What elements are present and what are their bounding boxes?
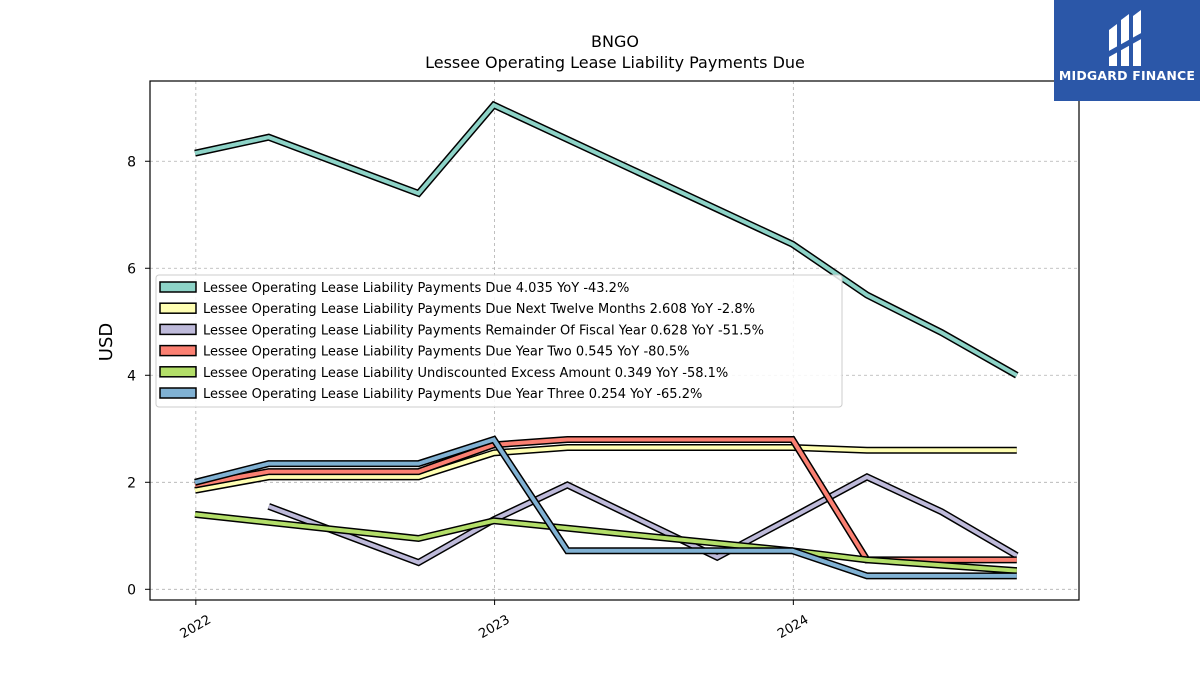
- y-tick-label: 8: [127, 154, 136, 170]
- logo-mark-icon: [1107, 10, 1143, 66]
- legend-label: Lessee Operating Lease Liability Payment…: [203, 302, 755, 317]
- legend-swatch: [159, 387, 197, 399]
- plot-frame: [149, 80, 1080, 601]
- series-line: [267, 472, 1019, 567]
- series-line: [194, 510, 1018, 575]
- chart-subtitle: Lessee Operating Lease Liability Payment…: [425, 53, 805, 72]
- legend-swatch: [159, 323, 197, 336]
- series-stroke: [267, 474, 1018, 565]
- y-tick-label: 4: [127, 368, 136, 384]
- series-outline: [194, 435, 1017, 580]
- x-axis: 2022 2023 2024: [178, 600, 811, 642]
- brand-logo: MIDGARD FINANCE: [1054, 0, 1200, 101]
- legend-swatch: [159, 302, 197, 314]
- y-axis: 0 2 4 6 8: [127, 154, 150, 598]
- y-tick-label: 2: [127, 475, 136, 491]
- series-stroke: [194, 437, 1017, 562]
- series-line: [194, 444, 1017, 494]
- x-tick-label: 2022: [178, 612, 214, 642]
- series-line: [194, 435, 1017, 580]
- legend-box: [155, 274, 843, 408]
- legend: Lessee Operating Lease Liability Payment…: [155, 274, 843, 408]
- y-tick-label: 6: [127, 261, 136, 277]
- chart-title: BNGO: [591, 32, 639, 51]
- logo-text: MIDGARD FINANCE: [1058, 68, 1196, 83]
- series-line: [194, 436, 1017, 564]
- legend-label: Lessee Operating Lease Liability Payment…: [203, 323, 764, 338]
- legend-swatch: [159, 281, 197, 293]
- series-stroke: [194, 102, 1018, 378]
- y-tick-label: 0: [127, 582, 136, 598]
- series-stroke: [194, 445, 1017, 493]
- series-lines: [194, 100, 1019, 580]
- series-stroke: [194, 512, 1017, 573]
- series-stroke: [194, 437, 1017, 578]
- legend-label: Lessee Operating Lease Liability Undisco…: [203, 366, 728, 381]
- x-tick-label: 2024: [775, 612, 811, 642]
- legend-label: Lessee Operating Lease Liability Payment…: [203, 387, 702, 402]
- grid: [150, 81, 1079, 600]
- y-axis-label: USD: [96, 323, 117, 361]
- legend-label: Lessee Operating Lease Liability Payment…: [203, 345, 689, 360]
- legend-swatch: [159, 344, 197, 357]
- legend-swatch: [159, 366, 197, 378]
- series-line: [194, 100, 1019, 379]
- x-tick-label: 2023: [476, 612, 512, 642]
- legend-label: Lessee Operating Lease Liability Payment…: [203, 281, 629, 296]
